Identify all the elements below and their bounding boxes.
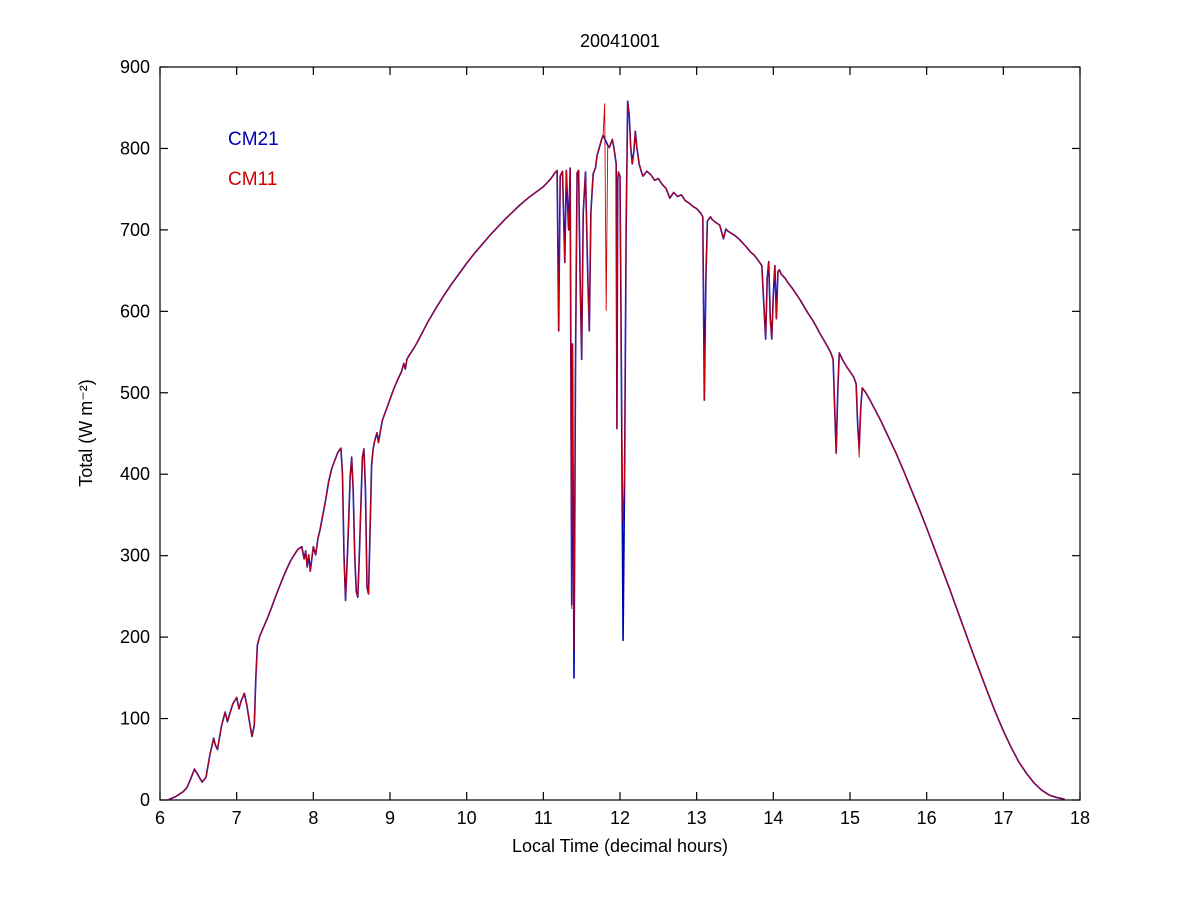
x-axis-label: Local Time (decimal hours) <box>512 836 728 856</box>
y-tick-label: 600 <box>120 301 150 321</box>
x-tick-label: 12 <box>610 808 630 828</box>
legend: CM21 CM11 <box>228 120 279 200</box>
x-tick-label: 11 <box>534 808 553 828</box>
y-tick-label: 800 <box>120 138 150 158</box>
x-tick-label: 16 <box>917 808 937 828</box>
y-tick-label: 200 <box>120 627 150 647</box>
y-axis-label: Total (W m⁻²) <box>76 379 96 487</box>
y-tick-label: 300 <box>120 546 150 566</box>
y-tick-label: 900 <box>120 57 150 77</box>
axis-tick-labels: 6 7 8 9 10 11 12 13 14 15 16 17 18 0 100 200 300 400 500 60… <box>120 57 1090 828</box>
x-tick-label: 6 <box>155 808 165 828</box>
x-tick-label: 8 <box>308 808 318 828</box>
axis-ticks <box>159 66 1081 801</box>
y-tick-label: 400 <box>120 464 150 484</box>
x-tick-label: 18 <box>1070 808 1090 828</box>
data-series-lines <box>167 100 1065 801</box>
x-tick-label: 10 <box>457 808 477 828</box>
y-tick-label: 0 <box>140 790 150 810</box>
x-tick-label: 7 <box>232 808 242 828</box>
legend-cm21-label: CM21 <box>228 129 279 150</box>
y-tick-label: 100 <box>120 709 150 729</box>
y-tick-label: 700 <box>120 220 150 240</box>
x-tick-label: 13 <box>687 808 707 828</box>
x-tick-label: 15 <box>840 808 860 828</box>
y-tick-label: 500 <box>120 383 150 403</box>
legend-item-cm11: CM11 <box>228 160 279 200</box>
x-tick-label: 9 <box>385 808 395 828</box>
x-tick-label: 17 <box>993 808 1013 828</box>
legend-item-cm21: CM21 <box>228 120 279 160</box>
x-tick-label: 14 <box>763 808 783 828</box>
legend-cm11-label: CM11 <box>228 169 278 190</box>
series-line-cm11 <box>167 100 1065 801</box>
chart-title: 20041001 <box>580 31 660 51</box>
